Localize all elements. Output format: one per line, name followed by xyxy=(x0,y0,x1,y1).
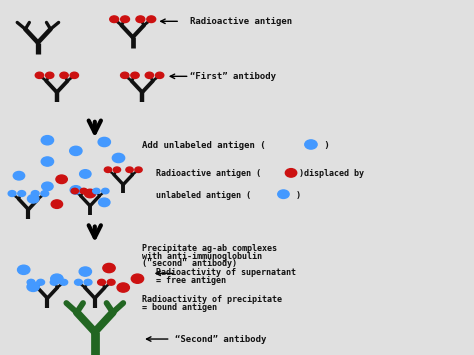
Circle shape xyxy=(27,282,39,291)
Circle shape xyxy=(103,263,115,273)
Circle shape xyxy=(71,188,78,194)
Circle shape xyxy=(84,279,92,285)
Circle shape xyxy=(131,72,139,78)
Circle shape xyxy=(46,72,54,78)
Circle shape xyxy=(18,191,26,196)
Text: Radioactive antigen: Radioactive antigen xyxy=(190,17,292,26)
Circle shape xyxy=(145,72,154,78)
Text: Radioactive antigen (: Radioactive antigen ( xyxy=(156,169,262,179)
Text: Radioactivity of precipitate: Radioactivity of precipitate xyxy=(142,295,282,305)
Text: = bound antigen: = bound antigen xyxy=(142,303,217,312)
Circle shape xyxy=(79,267,91,276)
Circle shape xyxy=(117,283,129,292)
Text: “First” antibody: “First” antibody xyxy=(190,72,275,81)
Circle shape xyxy=(80,188,87,194)
Text: unlabeled antigen (: unlabeled antigen ( xyxy=(156,191,251,200)
Circle shape xyxy=(70,146,82,155)
Circle shape xyxy=(35,72,44,78)
Circle shape xyxy=(84,189,96,198)
Circle shape xyxy=(120,72,129,78)
Circle shape xyxy=(113,167,120,173)
Circle shape xyxy=(41,136,54,145)
Circle shape xyxy=(110,16,118,23)
Text: Radioactivity of supernatant: Radioactivity of supernatant xyxy=(156,268,296,277)
Text: = free antigen: = free antigen xyxy=(156,276,227,285)
Circle shape xyxy=(131,274,144,283)
Circle shape xyxy=(31,191,39,196)
Text: ("second" antibody): ("second" antibody) xyxy=(142,259,237,268)
Circle shape xyxy=(80,170,91,178)
Circle shape xyxy=(13,171,25,180)
Circle shape xyxy=(36,279,45,285)
Circle shape xyxy=(93,188,100,194)
Circle shape xyxy=(101,188,109,194)
Text: “Second” antibody: “Second” antibody xyxy=(175,334,267,344)
Circle shape xyxy=(120,16,129,23)
Text: Precipitate ag-ab complexes: Precipitate ag-ab complexes xyxy=(142,244,277,253)
Text: ): ) xyxy=(319,141,329,150)
Circle shape xyxy=(8,191,16,196)
Circle shape xyxy=(41,157,54,166)
Text: ): ) xyxy=(291,191,301,200)
Circle shape xyxy=(147,16,155,23)
Circle shape xyxy=(56,175,67,184)
Circle shape xyxy=(50,279,58,285)
Circle shape xyxy=(135,167,142,173)
Circle shape xyxy=(305,140,317,149)
Circle shape xyxy=(136,16,145,23)
Text: Add unlabeled antigen (: Add unlabeled antigen ( xyxy=(142,141,266,150)
Circle shape xyxy=(27,195,39,203)
Circle shape xyxy=(104,167,112,173)
Circle shape xyxy=(18,265,30,274)
Circle shape xyxy=(74,279,82,285)
Circle shape xyxy=(70,72,79,78)
Circle shape xyxy=(27,279,35,285)
Circle shape xyxy=(285,169,297,177)
Circle shape xyxy=(99,198,110,207)
Circle shape xyxy=(70,186,82,194)
Circle shape xyxy=(41,191,49,196)
Circle shape xyxy=(51,200,63,208)
Circle shape xyxy=(60,279,68,285)
Circle shape xyxy=(98,279,105,285)
Circle shape xyxy=(107,279,115,285)
Circle shape xyxy=(126,167,133,173)
Circle shape xyxy=(155,72,164,78)
Circle shape xyxy=(112,153,125,163)
Text: with anti-immunoglobulin: with anti-immunoglobulin xyxy=(142,252,262,261)
Circle shape xyxy=(51,274,63,283)
Text: )displaced by: )displaced by xyxy=(299,169,364,179)
Circle shape xyxy=(42,182,53,191)
Circle shape xyxy=(278,190,289,198)
Circle shape xyxy=(98,137,110,147)
Circle shape xyxy=(60,72,68,78)
